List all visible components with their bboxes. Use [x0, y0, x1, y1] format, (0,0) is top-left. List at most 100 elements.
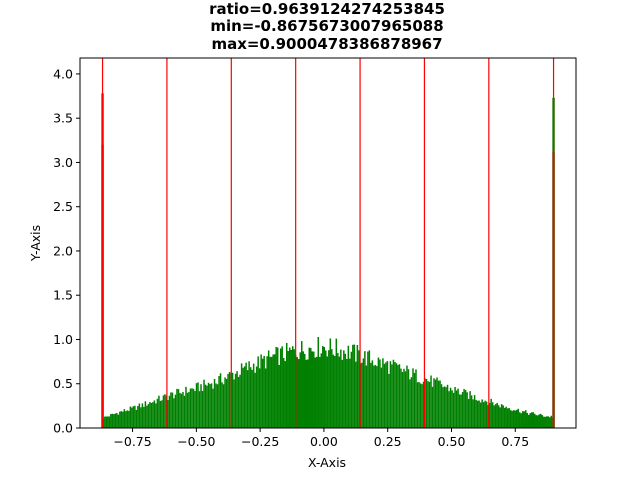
histogram-bar	[254, 373, 256, 428]
histogram-bar	[460, 395, 462, 428]
histogram-bar	[391, 364, 393, 428]
histogram-bar	[143, 407, 145, 428]
histogram-bar	[385, 362, 387, 428]
histogram-bars	[101, 93, 554, 428]
y-tick-label: 4.0	[53, 66, 73, 81]
histogram-bar	[336, 339, 338, 428]
histogram-bar	[414, 373, 416, 428]
histogram-bar	[399, 364, 401, 428]
histogram-bar	[363, 358, 365, 428]
histogram-bar	[469, 391, 471, 428]
histogram-bar	[226, 379, 228, 428]
histogram-bar	[152, 402, 154, 428]
histogram-bar	[134, 406, 136, 428]
histogram-bar	[468, 399, 470, 428]
histogram-bar	[236, 371, 238, 428]
histogram-bar	[131, 408, 133, 428]
histogram-bar	[444, 386, 446, 428]
histogram-bar	[272, 354, 274, 428]
histogram-bar	[296, 357, 298, 428]
histogram-bar	[316, 357, 318, 428]
histogram-bar	[283, 358, 285, 428]
histogram-bar	[154, 400, 156, 428]
x-tick-label: 0.25	[374, 434, 402, 449]
histogram-bar	[224, 377, 226, 428]
histogram-bar	[415, 369, 417, 428]
histogram-bar	[212, 389, 214, 428]
histogram-bar	[325, 351, 327, 428]
histogram-bar	[250, 367, 252, 428]
histogram-bar	[529, 413, 531, 428]
histogram-bar	[457, 389, 459, 428]
histogram-bar	[160, 401, 162, 428]
histogram-bar	[438, 381, 440, 428]
histogram-bar	[495, 404, 497, 428]
histogram-bar	[182, 392, 184, 428]
histogram-bar	[420, 383, 422, 428]
y-axis-label: Y-Axis	[28, 225, 43, 262]
histogram-bar	[540, 414, 542, 428]
histogram-bar	[232, 373, 234, 428]
histogram-bar	[157, 399, 159, 428]
histogram-bar	[430, 376, 432, 429]
y-axis-ticks: 0.00.51.01.52.02.53.03.54.0	[53, 66, 80, 435]
histogram-bar	[418, 382, 420, 428]
histogram-bar	[287, 351, 289, 428]
histogram-bar	[122, 412, 124, 428]
histogram-bar	[119, 412, 121, 428]
histogram-bar	[127, 410, 129, 428]
histogram-bar	[373, 366, 375, 428]
histogram-bar	[194, 391, 196, 428]
histogram-bar	[366, 366, 368, 428]
histogram-bar	[484, 401, 486, 428]
histogram-bar	[546, 416, 548, 428]
histogram-bar	[504, 408, 506, 428]
histogram-bar	[260, 355, 262, 428]
histogram-bar	[113, 414, 115, 428]
histogram-bar	[315, 358, 317, 428]
histogram-bar	[520, 413, 522, 428]
histogram-bar	[151, 403, 153, 428]
histogram-bar	[472, 399, 474, 428]
histogram-bar	[523, 411, 525, 428]
histogram-bar	[526, 413, 528, 428]
histogram-bar	[478, 401, 480, 428]
histogram-bar	[257, 356, 259, 428]
histogram-bar	[417, 382, 419, 428]
histogram-bar	[382, 358, 384, 428]
histogram-bar	[328, 350, 330, 428]
histogram-bar	[215, 384, 217, 428]
histogram-bar	[439, 381, 441, 428]
histogram-bar	[369, 350, 371, 428]
histogram-bar	[193, 389, 195, 428]
histogram-bar	[548, 416, 550, 428]
histogram-bar	[253, 364, 255, 428]
histogram-bar	[502, 405, 504, 428]
histogram-bar	[324, 347, 326, 428]
histogram-bar	[333, 355, 335, 428]
histogram-bar	[299, 352, 301, 428]
histogram-bar	[223, 384, 225, 428]
histogram-bar	[517, 409, 519, 428]
histogram-bar	[370, 363, 372, 428]
histogram-bar	[179, 393, 181, 428]
histogram-bar	[184, 396, 186, 428]
histogram-bar	[115, 414, 117, 428]
histogram-bar	[411, 377, 413, 428]
histogram-bar	[112, 414, 114, 428]
histogram-bar	[209, 384, 211, 428]
histogram-bar	[178, 389, 180, 428]
histogram-bar	[427, 381, 429, 428]
histogram-bar	[448, 391, 450, 428]
x-tick-label: −0.75	[113, 434, 151, 449]
histogram-bar	[408, 369, 410, 428]
y-tick-label: 2.5	[53, 199, 73, 214]
histogram-bar	[403, 369, 405, 428]
histogram-bar	[507, 408, 509, 428]
histogram-bar	[175, 395, 177, 428]
histogram-bar	[397, 365, 399, 428]
histogram-bar	[396, 363, 398, 428]
histogram-bar	[298, 359, 300, 428]
histogram-bar	[274, 354, 276, 428]
histogram-bar	[337, 353, 339, 428]
